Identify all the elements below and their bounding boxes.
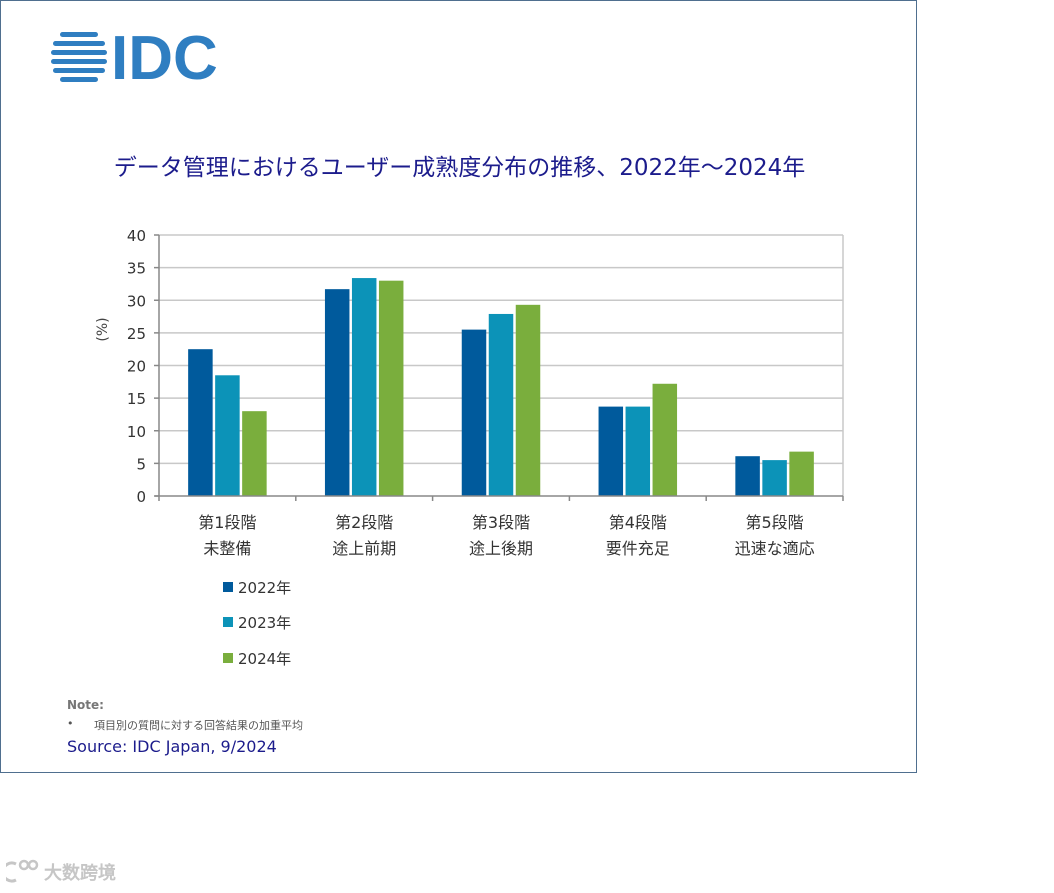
bar-5-2023年	[762, 460, 787, 496]
chart-title: データ管理におけるユーザー成熟度分布の推移、2022年～2024年	[113, 155, 806, 181]
bar-5-2022年	[735, 456, 760, 496]
y-tick-label-10: 10	[127, 423, 146, 441]
legend-item-2023: 2023年	[223, 612, 291, 632]
watermark-logo-icon	[6, 859, 39, 883]
bar-2-2024年	[378, 280, 404, 496]
y-tick-label-35: 35	[127, 260, 146, 278]
y-tick-label-40: 40	[127, 227, 146, 245]
legend-swatch-2023	[223, 617, 233, 627]
bar-2-2023年	[351, 278, 377, 496]
y-axis-label: (%)	[95, 317, 111, 341]
logo-text: IDC	[111, 27, 218, 83]
watermark-text: 大数跨境	[44, 863, 116, 884]
x-tick-label-2-line2: 途上前期	[332, 539, 396, 558]
x-tick-label-4-line2: 要件充足	[606, 539, 670, 558]
legend-label-2023: 2023年	[238, 613, 292, 632]
bar-4-2024年	[652, 383, 678, 496]
bar-3-2022年	[461, 329, 487, 496]
y-tick-label-5: 5	[136, 455, 146, 473]
bar-4-2023年	[625, 406, 651, 496]
x-tick-label-1-line2: 未整備	[203, 539, 251, 558]
legend-swatch-2022	[223, 582, 233, 592]
legend-label-2024: 2024年	[238, 649, 292, 668]
y-tick-label-15: 15	[127, 390, 146, 408]
bar-1-2023年	[215, 375, 240, 496]
bar-1-2022年	[188, 349, 213, 496]
x-tick-label-2-line1: 第2段階	[335, 513, 393, 532]
y-tick-label-0: 0	[136, 488, 146, 506]
bar-3-2024年	[515, 304, 541, 496]
bar-2-2022年	[324, 289, 350, 496]
note-text: 項目別の質問に対する回答結果の加重平均	[94, 719, 303, 732]
watermark: 大数跨境	[6, 857, 116, 887]
bar-5-2024年	[789, 451, 814, 496]
x-tick-label-5-line2: 迅速な適応	[735, 539, 815, 558]
bar-1-2024年	[242, 411, 267, 496]
chart-frame: IDC データ管理におけるユーザー成熟度分布の推移、2022年～2024年 0 5…	[0, 0, 917, 773]
legend-swatch-2024	[223, 653, 233, 663]
legend-item-2022: 2022年	[223, 577, 291, 597]
bar-4-2022年	[598, 406, 624, 496]
idc-logo: IDC	[51, 27, 218, 83]
y-tick-label-30: 30	[127, 292, 146, 310]
x-tick-label-4-line1: 第4段階	[609, 513, 667, 532]
x-tick-label-3-line2: 途上後期	[469, 539, 533, 558]
x-tick-label-5-line1: 第5段階	[746, 513, 804, 532]
source-text: Source: IDC Japan, 9/2024	[67, 737, 277, 756]
legend-item-2024: 2024年	[223, 648, 291, 668]
x-tick-label-1-line1: 第1段階	[198, 513, 256, 532]
bar-3-2023年	[488, 313, 514, 496]
legend-label-2022: 2022年	[238, 578, 292, 597]
note-title: Note:	[67, 698, 104, 712]
note-bullet: •	[67, 717, 74, 730]
y-tick-label-25: 25	[127, 325, 146, 343]
y-tick-label-20: 20	[127, 358, 146, 376]
x-tick-label-3-line1: 第3段階	[472, 513, 530, 532]
